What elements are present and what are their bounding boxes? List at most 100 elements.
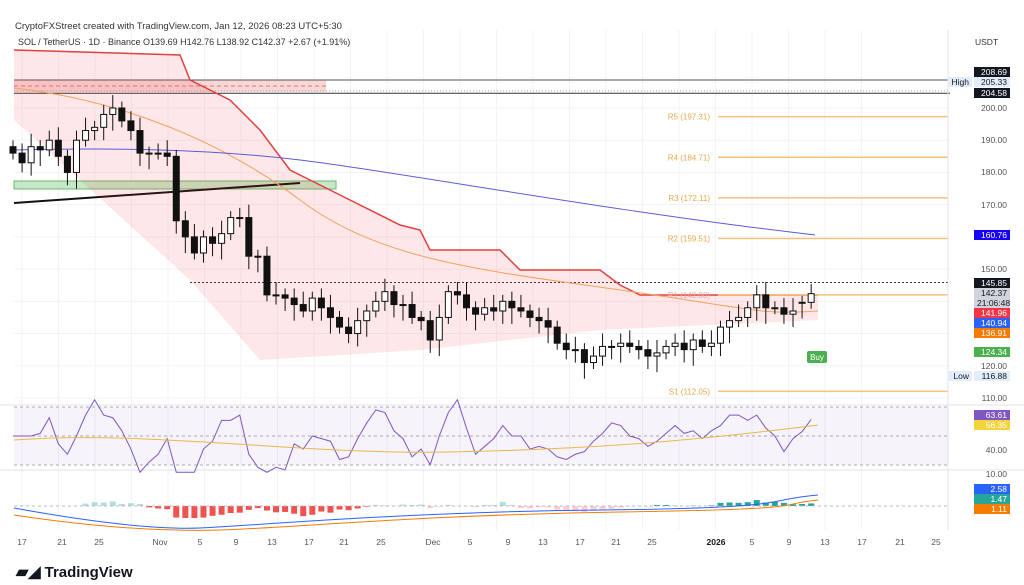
price-label: 141.96 [974,308,1010,318]
currency-label[interactable]: USDT [975,37,999,47]
candle [172,149,180,234]
macd-histogram-bar [771,501,778,506]
candle-body [326,307,334,318]
candle-body [599,345,607,357]
price-label: 136.91 [974,328,1010,338]
candle-body [571,349,579,352]
candle-body [218,233,226,244]
y-tick-label: 190.00 [981,135,1007,146]
candle-body [689,339,697,351]
macd-histogram-bar [780,502,787,506]
macd-histogram-bar [762,502,769,506]
x-tick-label: 5 [198,537,203,547]
candle-body [281,294,289,299]
candle [254,249,262,273]
candle-body [726,320,734,328]
candle-body [744,307,752,318]
candle [118,101,126,128]
macd-histogram-bar [127,503,134,506]
rsi-ma-line [13,424,819,453]
macd-histogram-bar [445,504,452,506]
candle-body [354,320,362,335]
macd-histogram-bar [726,502,733,506]
macd-signal-line [13,499,819,531]
candle-body [163,152,171,157]
macd-histogram-bar [155,506,162,509]
candle [798,295,806,319]
x-tick-label: 13 [820,537,830,547]
candle [100,104,108,141]
candle-body [317,297,325,309]
y-tick-label: 180.00 [981,167,1007,178]
candle [653,339,661,373]
candle-body [417,316,425,322]
candle-body [508,300,516,309]
macd-histogram-bar [336,506,343,510]
y-tick-label: 150.00 [981,264,1007,275]
macd-histogram-bar [146,506,153,508]
candle [780,298,788,324]
macd-histogram-bar [282,506,289,512]
candle-body [535,316,543,322]
macd-histogram-bar [182,506,189,518]
candle [608,339,616,360]
candle-body [345,326,353,335]
candle-body [453,291,461,296]
macd-histogram-bar [490,504,497,506]
macd-histogram-bar [100,502,107,506]
candle-body [9,146,17,154]
macd-histogram-bar [245,506,252,510]
macd-histogram-bar [436,506,443,507]
candle [671,333,679,357]
candle-body [608,345,616,348]
macd-histogram-bar [735,502,742,506]
price-label: 160.76 [974,230,1010,240]
candle-body [789,310,797,315]
x-tick-label: 25 [376,537,386,547]
candle [716,320,724,357]
macd-histogram-bar [136,503,143,506]
candle [209,227,217,257]
macd-histogram-bar [599,506,606,510]
x-tick-label: 17 [575,537,585,547]
pivot-label: R2 (159.51) [668,234,711,243]
macd-histogram-bar [563,506,570,511]
macd-histogram-bar [363,506,370,507]
candle-body [82,130,90,141]
macd-histogram-bar [209,506,216,516]
macd-histogram-bar [536,506,543,508]
candle [72,130,80,189]
candle [272,281,280,305]
macd-value-label: 2.58 [974,484,1010,494]
candle [82,117,90,147]
macd-histogram-bar [526,506,533,509]
candle [263,246,271,302]
candle-body [290,297,298,306]
candle-body [127,120,135,132]
candle [526,304,534,328]
x-tick-label: 25 [94,537,104,547]
candle [807,284,815,309]
candle [771,301,779,315]
macd-histogram-bar [499,501,506,506]
pivot-label: R1 (142.00) [668,291,711,300]
candle [626,330,634,353]
candle-body [236,217,244,220]
x-tick-label: 25 [647,537,657,547]
x-tick-label: 13 [538,537,548,547]
candle-body [390,291,398,306]
price-tag: Low [948,371,972,381]
candle-body [172,155,180,222]
candle-body [463,294,470,309]
candle-body [481,307,489,315]
candle [453,281,461,305]
candle [181,211,189,253]
sma-200-line [13,148,816,236]
candle [336,310,344,334]
macd-histogram-bar [273,506,280,513]
candle [127,111,135,141]
candle [698,330,706,353]
macd-histogram-bar [354,506,361,509]
candle [308,291,316,321]
